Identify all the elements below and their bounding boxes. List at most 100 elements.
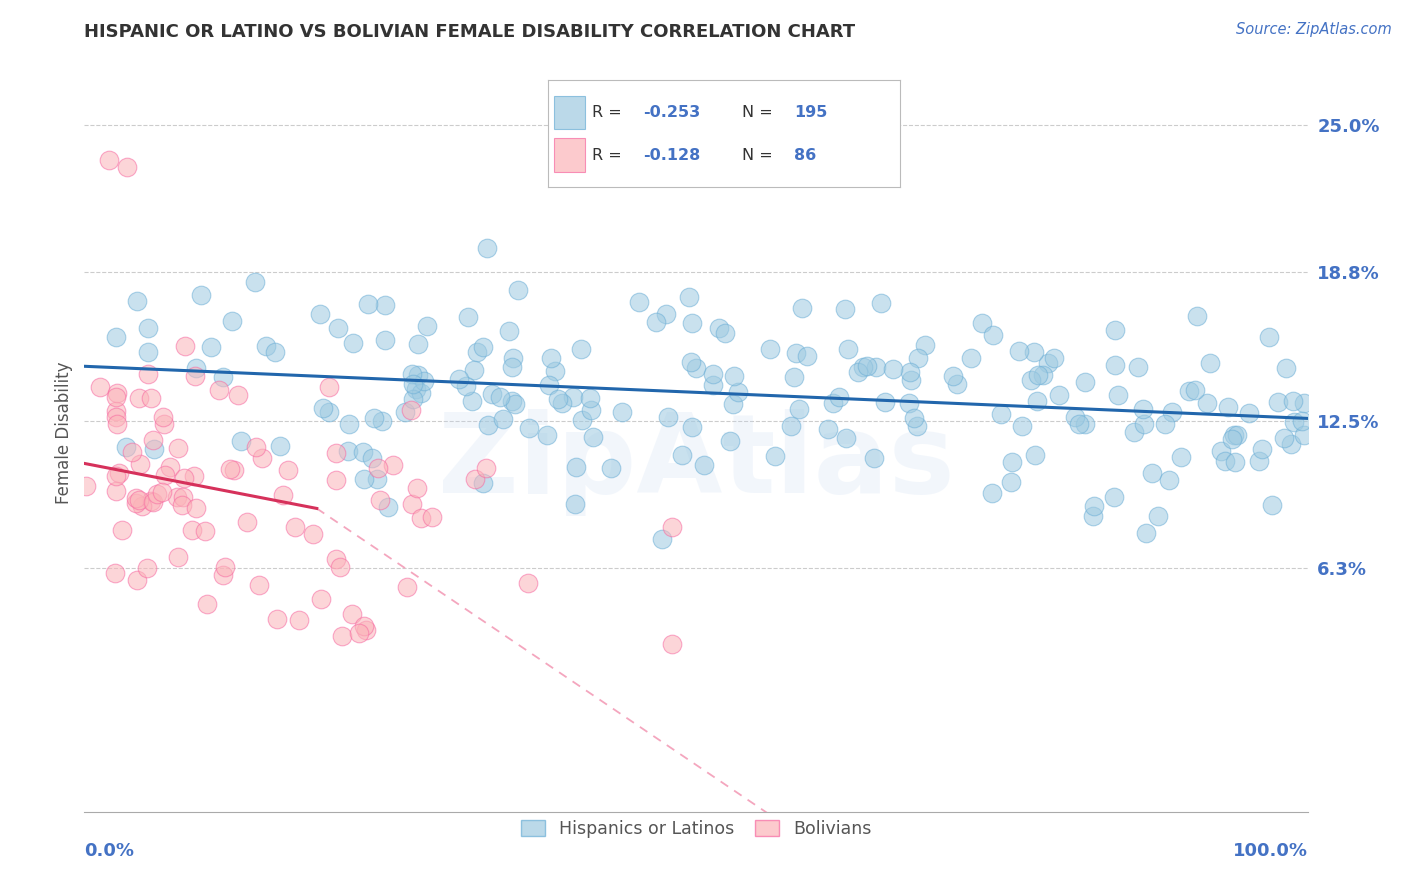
Point xyxy=(551,396,574,410)
Point xyxy=(828,390,851,404)
Point xyxy=(517,576,540,591)
Point xyxy=(97,153,120,168)
Point xyxy=(1160,405,1182,419)
Point xyxy=(131,500,153,514)
Text: R =: R = xyxy=(592,105,621,120)
Point xyxy=(702,378,724,392)
Point xyxy=(325,551,347,566)
Point xyxy=(1294,428,1316,442)
Point xyxy=(681,420,703,434)
Point xyxy=(1267,395,1289,409)
Point xyxy=(498,324,520,338)
Point xyxy=(173,471,195,485)
Point xyxy=(409,511,432,525)
Point xyxy=(488,390,510,404)
Point xyxy=(183,468,205,483)
Point xyxy=(222,463,245,477)
Point xyxy=(1177,384,1199,398)
Point xyxy=(107,385,129,400)
Text: R =: R = xyxy=(592,148,621,162)
Point xyxy=(1043,351,1066,365)
Point xyxy=(1128,360,1150,375)
Point xyxy=(693,458,716,472)
Point xyxy=(184,360,207,375)
Point xyxy=(1239,406,1261,420)
Point xyxy=(655,307,678,321)
Text: ZipAtlas: ZipAtlas xyxy=(437,409,955,516)
Point xyxy=(194,524,217,539)
Point xyxy=(1272,431,1295,445)
Point xyxy=(1282,394,1305,409)
Point xyxy=(153,417,176,432)
Point xyxy=(471,475,494,490)
Point xyxy=(1292,396,1315,410)
Point xyxy=(718,434,741,449)
Point xyxy=(1081,508,1104,523)
Point xyxy=(377,500,399,515)
Point xyxy=(105,404,128,418)
Point xyxy=(311,591,333,606)
Point xyxy=(211,369,233,384)
Point xyxy=(142,433,165,447)
Point xyxy=(406,368,429,383)
Point xyxy=(150,485,173,500)
Point xyxy=(245,275,267,289)
Point xyxy=(143,442,166,457)
Point xyxy=(312,401,335,415)
Point xyxy=(785,345,807,359)
Point xyxy=(361,451,384,466)
Point xyxy=(491,412,513,426)
Point xyxy=(723,369,745,384)
Point xyxy=(681,355,703,369)
Point xyxy=(582,430,605,444)
Point xyxy=(395,580,418,594)
Point xyxy=(463,363,485,377)
Point xyxy=(266,612,288,626)
Text: 86: 86 xyxy=(794,148,817,162)
Point xyxy=(1028,368,1050,383)
Point xyxy=(136,344,159,359)
Point xyxy=(1275,360,1298,375)
Point xyxy=(374,298,396,312)
Point xyxy=(1083,499,1105,513)
Point xyxy=(357,297,380,311)
Point xyxy=(1135,525,1157,540)
Point xyxy=(461,393,484,408)
Point xyxy=(1249,454,1271,468)
Point xyxy=(366,472,388,486)
Point xyxy=(464,472,486,486)
Point xyxy=(190,288,212,302)
Point xyxy=(174,338,197,352)
Point xyxy=(759,342,782,356)
Point xyxy=(401,497,423,511)
Point xyxy=(502,351,524,366)
Point xyxy=(1019,373,1042,387)
Point xyxy=(1123,425,1146,439)
Point xyxy=(661,520,683,534)
Point xyxy=(856,359,879,373)
Point xyxy=(1284,415,1306,429)
Point xyxy=(561,390,583,404)
Point xyxy=(1147,509,1170,524)
Point xyxy=(942,369,965,384)
Point xyxy=(501,393,523,408)
Point xyxy=(105,390,128,404)
Point xyxy=(277,463,299,477)
Point xyxy=(612,405,634,419)
Point xyxy=(837,342,859,356)
Point xyxy=(481,387,503,401)
Point xyxy=(337,417,360,432)
Point xyxy=(325,473,347,487)
Point xyxy=(420,510,443,524)
Point xyxy=(114,440,136,454)
Point xyxy=(569,342,592,356)
Point xyxy=(1220,432,1243,446)
Point xyxy=(125,496,148,510)
Point xyxy=(1261,499,1284,513)
Point xyxy=(269,439,291,453)
Point xyxy=(153,468,176,483)
Point xyxy=(1001,455,1024,469)
Point xyxy=(105,483,128,498)
Point xyxy=(128,492,150,507)
Text: N =: N = xyxy=(742,105,772,120)
